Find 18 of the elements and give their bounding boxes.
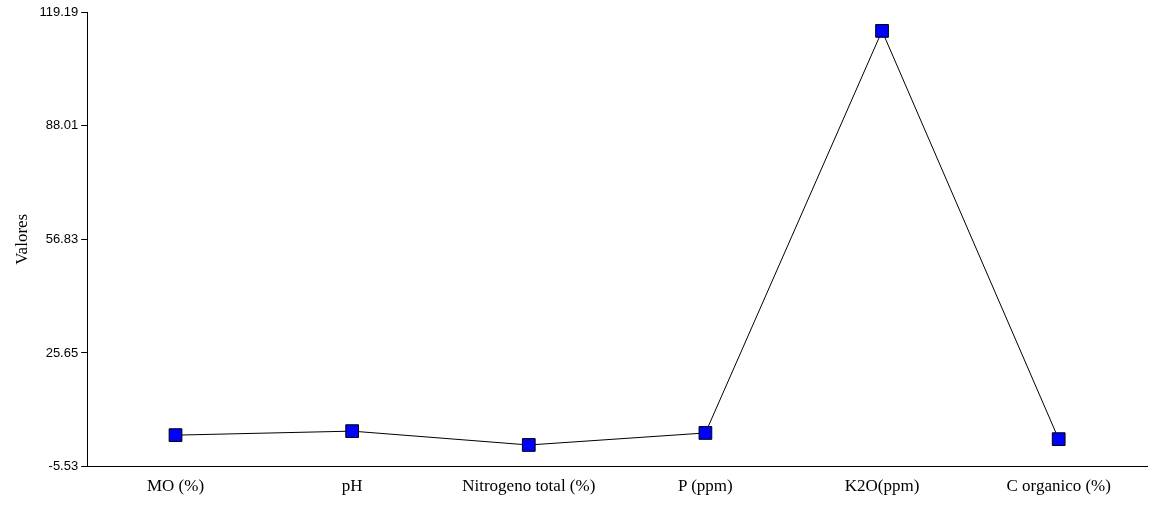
point [1051,432,1066,447]
x-tick-label: Nitrogeno total (%) [462,476,596,496]
x-tick-label: pH [341,476,363,496]
y-tick-label: 119.19 [39,3,79,19]
y-tick-label: 25.65 [45,344,79,360]
point [875,24,889,38]
point [345,424,360,438]
y-tick-label: -5.53 [48,458,79,474]
x-tick-label: C organico (%) [1006,476,1111,496]
x-tick-label: K2O(ppm) [844,476,920,496]
point [698,426,713,440]
y-tick-label: 88.01 [45,117,79,133]
x-tick-label: P (ppm) [678,476,733,496]
point [521,438,536,452]
point [168,428,183,443]
y-tick-label: 56.83 [45,230,79,246]
y-axis-title: Valores [11,213,31,265]
x-tick-label: MO (%) [146,476,205,496]
